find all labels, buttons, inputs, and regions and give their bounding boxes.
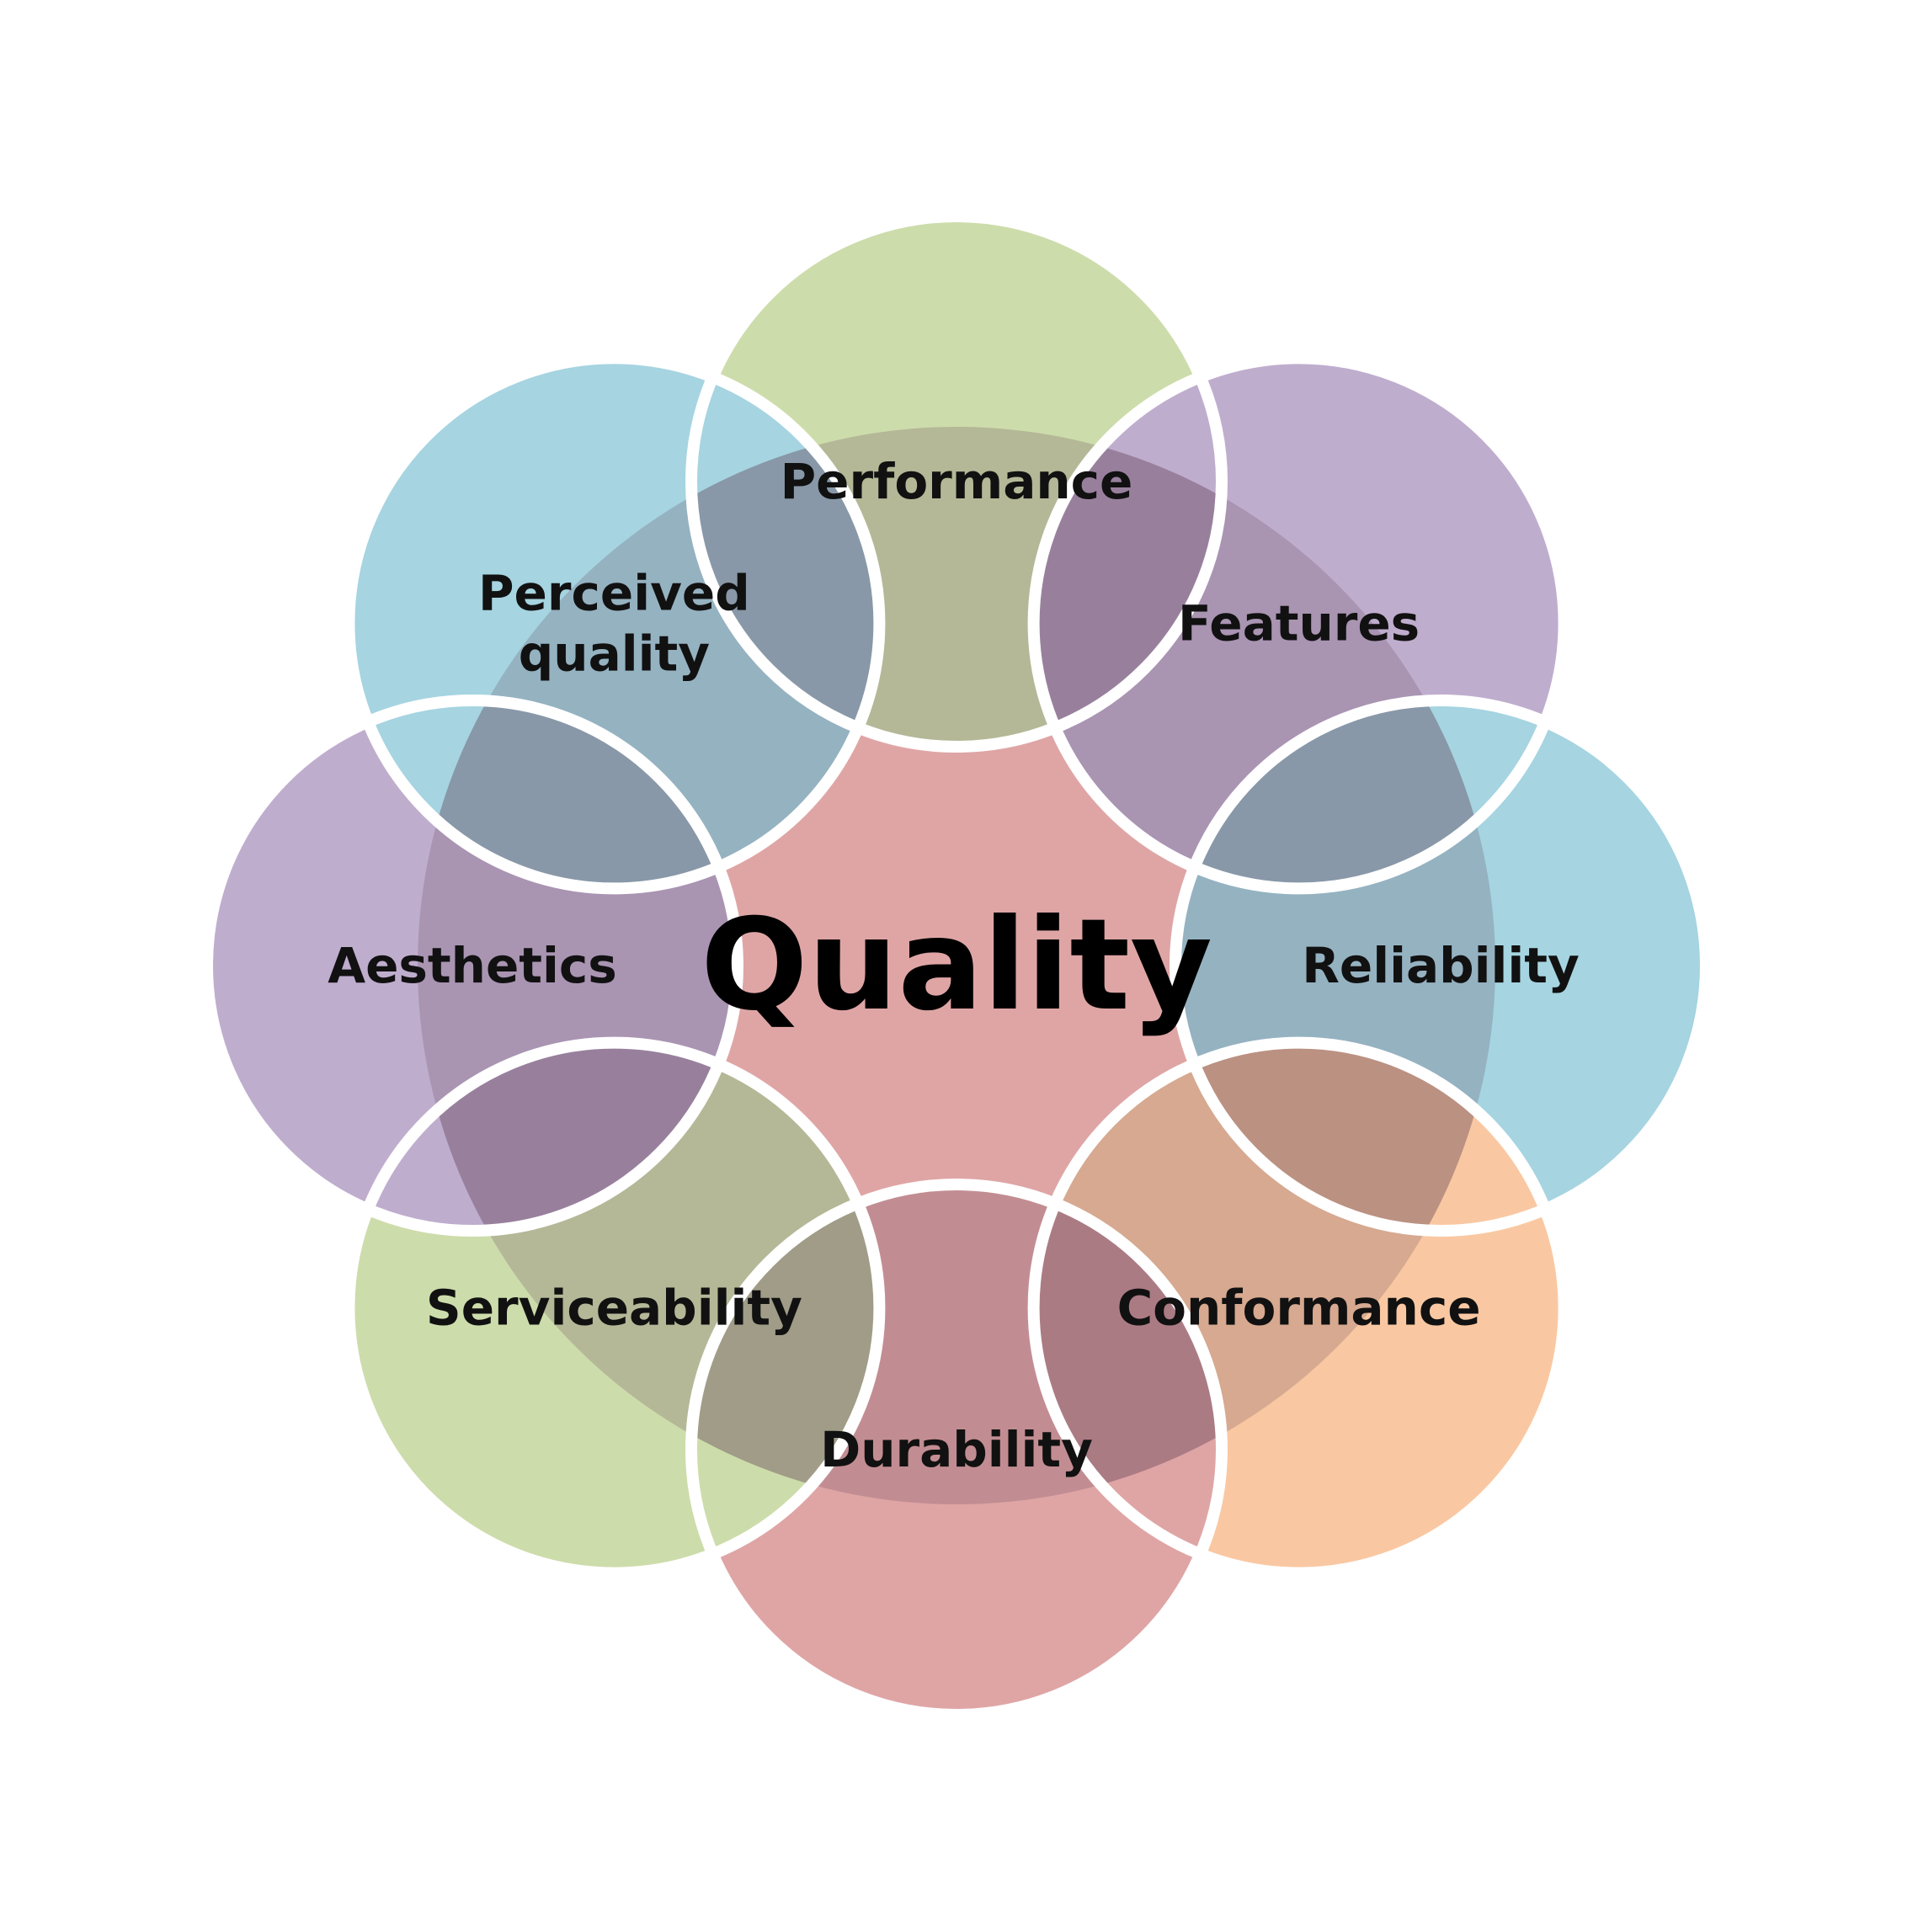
node-label-line: Perceived [478, 564, 750, 621]
node-circle-perceived-quality [349, 358, 880, 889]
node-outline-conformance [1027, 1036, 1570, 1579]
node-label-performance: Performance [781, 453, 1133, 510]
node-outlines [201, 210, 1712, 1721]
node-label-line: Features [1178, 594, 1420, 652]
node-outline-aesthetics [201, 695, 743, 1237]
node-label-line: Durability [820, 1421, 1093, 1478]
overlap-performance [691, 427, 1222, 747]
node-label-line: quality [519, 625, 710, 682]
node-label-aesthetics: Aesthetics [328, 937, 617, 994]
node-label-line: Conformance [1117, 1280, 1481, 1337]
node-label-durability: Durability [820, 1421, 1093, 1478]
node-label-line: Aesthetics [328, 937, 617, 994]
node-label-reliability: Reliability [1302, 937, 1580, 994]
node-label-features: Features [1178, 594, 1420, 652]
overlap-aesthetics [418, 700, 738, 1231]
node-circles [207, 216, 1706, 1715]
node-outline-serviceability [343, 1036, 886, 1579]
node-labels: Performance Features Reliability Conformanc… [328, 453, 1580, 1478]
node-label-serviceability: Serviceability [426, 1280, 802, 1337]
node-outline-reliability [1170, 695, 1712, 1237]
node-outline-durability [685, 1179, 1228, 1721]
node-outline-perceived-quality [343, 352, 886, 895]
node-outline-features [1027, 352, 1570, 895]
node-label-line: Reliability [1302, 937, 1580, 994]
center-label-quality: Quality [701, 892, 1212, 1039]
overlap-durability [691, 1184, 1222, 1504]
node-outline-performance [685, 210, 1228, 753]
overlap-reliability [1175, 700, 1495, 1231]
node-label-line: Performance [781, 453, 1133, 510]
node-label-conformance: Conformance [1117, 1280, 1481, 1337]
node-label-perceived-quality: Perceived quality [478, 564, 750, 682]
node-label-line: Serviceability [426, 1280, 802, 1337]
